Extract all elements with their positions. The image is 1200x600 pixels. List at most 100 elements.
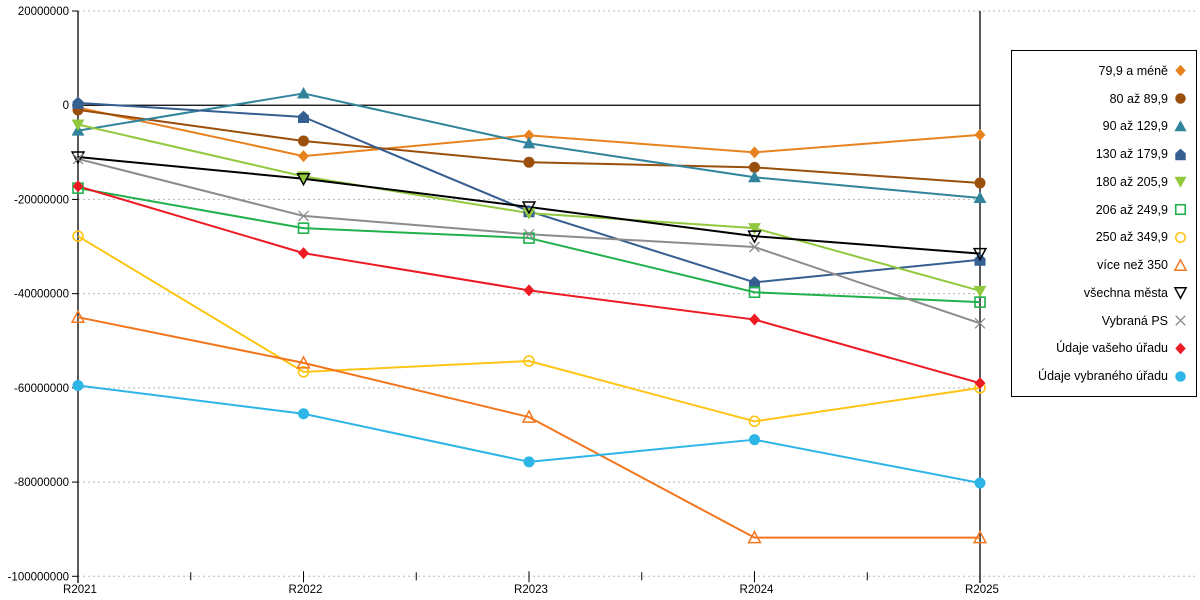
marker-x-cross-icon [974, 317, 986, 329]
legend-item: více než 350 [1016, 253, 1188, 277]
marker-triangle-up-open-icon [521, 409, 537, 423]
x-axis-label: R2024 [740, 584, 774, 596]
legend-item-label: Údaje vybraného úřadu [1038, 369, 1168, 384]
legend-item-label: všechna města [1083, 285, 1168, 300]
marker-diamond-icon [749, 313, 760, 326]
legend-marker-icon [1173, 287, 1188, 301]
series-line [77, 157, 981, 325]
y-axis-label: -80000000 [14, 477, 69, 489]
marker-circle-icon [974, 477, 986, 489]
legend-marker-icon [1175, 342, 1186, 355]
marker-triangle-up-open-icon [296, 355, 311, 369]
marker-triangle-down-open-icon [521, 201, 537, 215]
marker-diamond-icon [523, 129, 535, 142]
marker-circle-icon [298, 408, 309, 420]
y-axis-label: -40000000 [14, 289, 69, 301]
marker-pentagon-icon [1175, 148, 1186, 160]
legend-item-label: 250 až 349,9 [1095, 230, 1168, 245]
legend-marker-icon [1175, 65, 1186, 77]
marker-triangle-down-open-icon [972, 247, 988, 262]
marker-square-open-icon [748, 286, 761, 299]
legend-item-label: Vybraná PS [1101, 313, 1168, 328]
marker-square-open-icon [523, 232, 535, 244]
marker-triangle-down-open-icon [1173, 287, 1188, 301]
series-line [77, 384, 981, 485]
legend-item-label: 206 až 249,9 [1095, 202, 1168, 217]
marker-pentagon-icon [749, 276, 760, 289]
marker-x-cross-icon [72, 153, 84, 165]
marker-square-open-icon [1174, 204, 1187, 216]
marker-pentagon-icon [298, 110, 309, 123]
legend-item-label: 180 až 205,9 [1095, 174, 1168, 189]
legend-item: 80 až 89,9 [1016, 87, 1188, 111]
y-axis-label: -20000000 [14, 194, 69, 206]
marker-diamond-icon [1175, 342, 1186, 355]
legend-marker-icon [1174, 204, 1187, 216]
marker-triangle-down-open-icon [747, 230, 762, 244]
marker-circle-icon [974, 177, 986, 189]
legend-item-label: 90 až 129,9 [1102, 119, 1168, 134]
chart-legend: 79,9 a méně 80 až 89,9 90 až 129,9 130 až 1… [1011, 50, 1197, 397]
marker-triangle-up-icon [522, 136, 536, 149]
series-line [77, 235, 981, 423]
marker-triangle-up-icon [1174, 120, 1187, 132]
x-axis-label: R2025 [965, 584, 999, 596]
marker-circle-icon [298, 135, 309, 147]
legend-item-label: více než 350 [1097, 258, 1168, 273]
marker-circle-icon [749, 161, 760, 173]
marker-circle-icon [1175, 370, 1186, 382]
y-axis-label: 0 [63, 100, 69, 112]
legend-marker-icon [1175, 315, 1186, 326]
marker-triangle-up-open-icon [70, 309, 86, 323]
legend-item: 130 až 179,9 [1016, 142, 1188, 166]
marker-circle-open-icon [523, 355, 535, 367]
legend-item-label: 80 až 89,9 [1109, 91, 1168, 106]
marker-diamond-icon [298, 247, 309, 260]
marker-circle-icon [1175, 93, 1186, 104]
y-axis-label: -60000000 [14, 383, 69, 395]
marker-diamond-icon [974, 377, 986, 390]
y-axis-label: 20000000 [18, 6, 69, 18]
x-axis-label: R2022 [289, 584, 323, 596]
marker-diamond-icon [298, 150, 309, 163]
legend-marker-icon [1173, 257, 1188, 271]
legend-marker-icon [1175, 93, 1186, 104]
legend-item: 79,9 a méně [1016, 59, 1188, 83]
legend-item: 90 až 129,9 [1016, 114, 1188, 138]
legend-item: Údaje vybraného úřadu [1016, 364, 1188, 388]
legend-item: Vybraná PS [1016, 309, 1188, 333]
marker-triangle-up-open-icon [1173, 257, 1188, 271]
marker-diamond-icon [974, 128, 986, 141]
legend-marker-icon [1174, 120, 1187, 132]
marker-triangle-down-open-icon [70, 151, 86, 165]
legend-item-label: 79,9 a méně [1098, 63, 1169, 78]
marker-circle-icon [749, 434, 760, 446]
legend-marker-icon [1175, 148, 1186, 160]
marker-circle-open-icon [297, 366, 310, 378]
marker-square-open-icon [974, 296, 986, 308]
marker-x-cross-icon [523, 228, 535, 240]
y-axis-label: -100000000 [8, 571, 69, 583]
legend-item: 206 až 249,9 [1016, 198, 1188, 222]
legend-item-label: 130 až 179,9 [1095, 147, 1168, 162]
marker-x-cross-icon [298, 210, 309, 222]
marker-triangle-down-icon [973, 285, 987, 298]
marker-circle-icon [523, 156, 535, 168]
x-axis-label: R2021 [63, 584, 97, 596]
marker-triangle-up-icon [748, 170, 761, 183]
legend-item-label: Údaje vašeho úřadu [1056, 341, 1168, 356]
marker-triangle-up-icon [297, 86, 310, 99]
legend-item: 250 až 349,9 [1016, 225, 1188, 249]
marker-circle-icon [72, 380, 84, 392]
legend-item: Údaje vašeho úřadu [1016, 336, 1188, 360]
marker-circle-open-icon [748, 415, 761, 428]
series-line [77, 316, 980, 539]
legend-marker-icon [1175, 370, 1186, 382]
marker-diamond-icon [72, 180, 84, 193]
marker-diamond-icon [523, 284, 535, 297]
marker-circle-open-icon [1174, 231, 1187, 243]
marker-pentagon-icon [72, 96, 84, 109]
legend-marker-icon [1174, 177, 1187, 189]
marker-triangle-down-icon [1174, 177, 1187, 189]
